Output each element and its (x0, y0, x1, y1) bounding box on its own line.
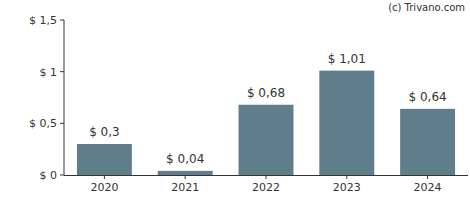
x-tick-label: 2023 (333, 181, 361, 194)
data-label: $ 0,3 (89, 125, 120, 139)
data-label: $ 0,64 (409, 90, 447, 104)
annotation: (c) Trivano.com (388, 2, 465, 13)
bar (319, 71, 374, 175)
bar (77, 144, 132, 175)
bars (77, 71, 455, 175)
chart: $ 0 $ 0,5 $ 1 $ 1,5 2020 2021 2022 2023 2024 $ 0,… (0, 0, 470, 200)
y-tick-label: $ 0 (40, 169, 58, 182)
x-tick (346, 175, 347, 179)
y-tick (60, 20, 64, 21)
x-tick (185, 175, 186, 179)
bar (158, 171, 213, 175)
x-tick-label: 2022 (252, 181, 280, 194)
x-tick (266, 175, 267, 179)
y-tick-label: $ 0,5 (29, 117, 57, 130)
data-label: $ 0,68 (247, 86, 285, 100)
y-tick (60, 71, 64, 72)
data-label: $ 1,01 (328, 52, 366, 66)
x-tick (427, 175, 428, 179)
x-tick (104, 175, 105, 179)
y-tick (60, 175, 64, 176)
y-tick-label: $ 1,5 (29, 14, 57, 27)
x-tick-label: 2021 (171, 181, 199, 194)
y-tick (60, 123, 64, 124)
bar (239, 105, 294, 175)
y-tick-label: $ 1 (40, 66, 58, 79)
y-axis-line (64, 20, 65, 175)
x-tick-label: 2024 (414, 181, 442, 194)
data-label: $ 0,04 (166, 152, 204, 166)
x-tick-label: 2020 (90, 181, 118, 194)
bar (400, 109, 455, 175)
